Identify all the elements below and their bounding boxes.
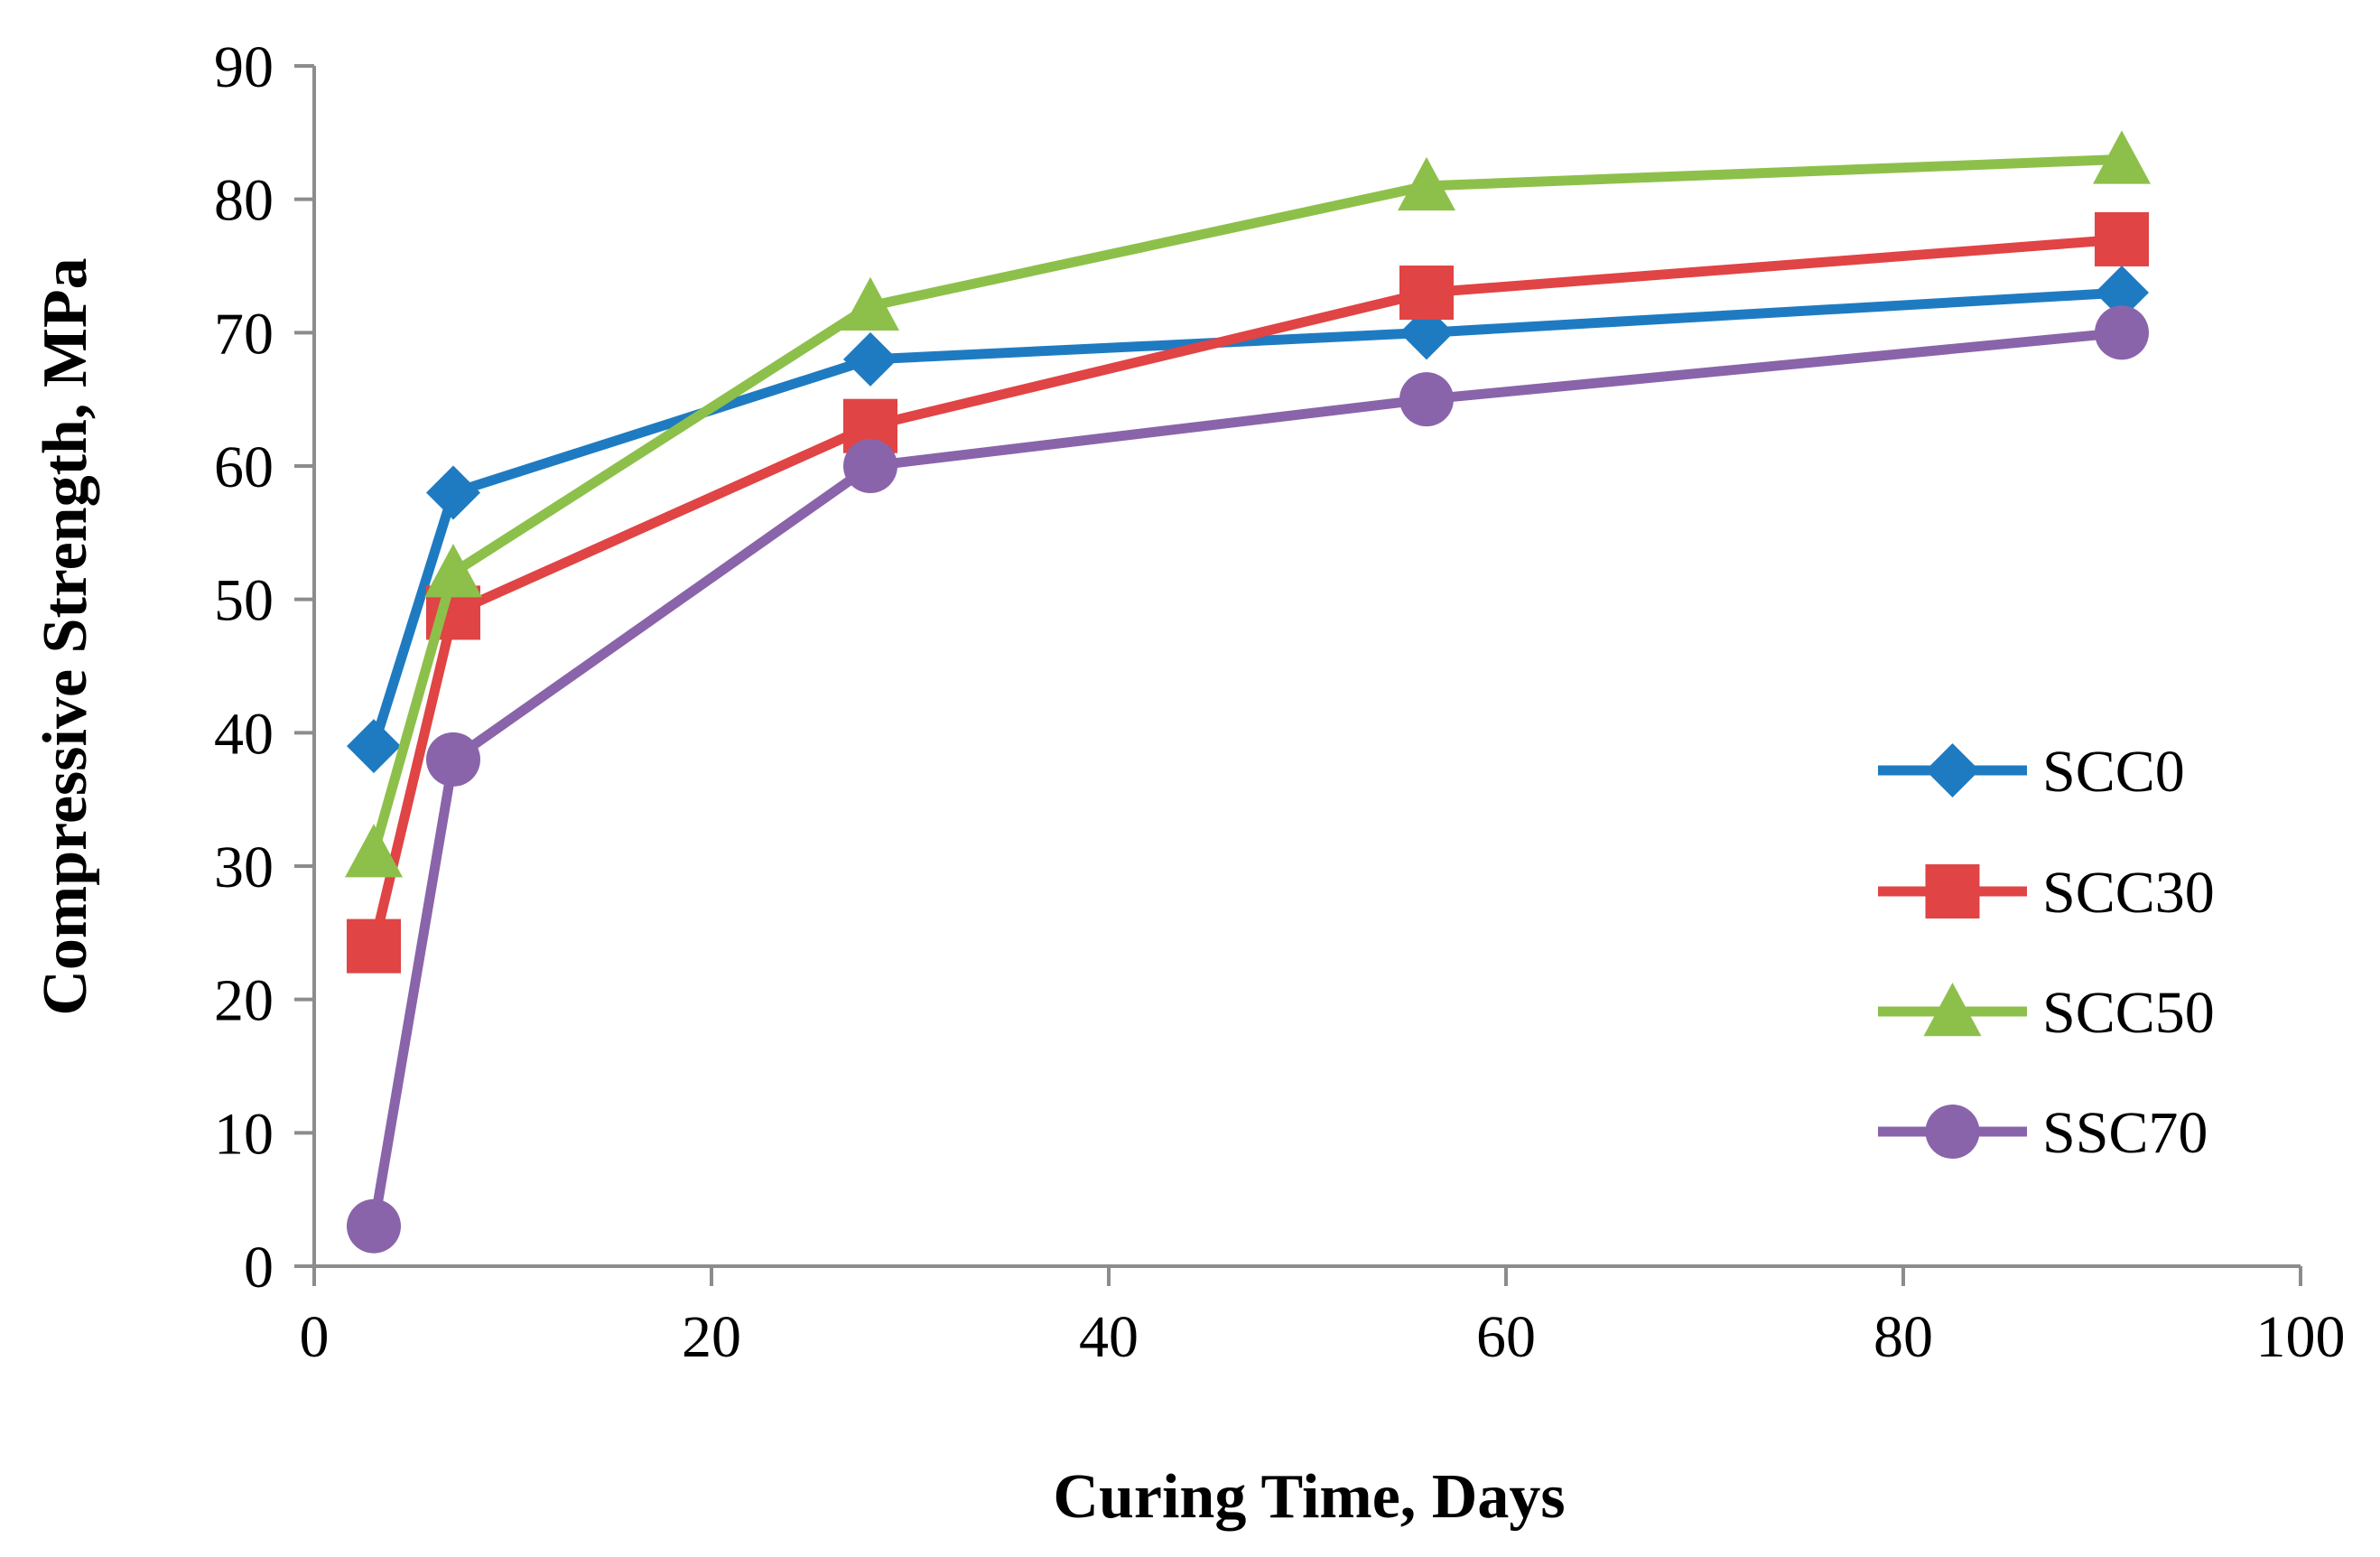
x-tick-label: 80 <box>1873 1304 1933 1370</box>
data-point <box>2095 266 2149 321</box>
series-scc0 <box>347 266 2149 774</box>
x-tick-label: 100 <box>2256 1304 2346 1370</box>
axes: 0 10 20 30 40 50 60 70 80 90 0 20 40 60 80 100 <box>214 34 2346 1370</box>
data-point <box>345 824 403 878</box>
data-point <box>2095 211 2149 266</box>
data-point <box>1399 372 1454 427</box>
data-point <box>843 331 897 387</box>
legend-label: SCC50 <box>2042 980 2215 1046</box>
legend-entry-ssc70: SSC70 <box>1878 1100 2208 1166</box>
legend-marker <box>1925 743 1980 797</box>
y-tick-label: 30 <box>214 834 274 900</box>
series-line <box>368 327 2127 1232</box>
x-tick-label: 0 <box>300 1304 330 1370</box>
data-point <box>2093 130 2151 184</box>
legend: SCC0 SCC30 SCC50 SSC70 <box>1878 739 2215 1166</box>
y-axis-title: Compressive Strength, MPa <box>31 257 100 1015</box>
x-tick-label: 60 <box>1476 1304 1536 1370</box>
legend-label: SSC70 <box>2042 1100 2208 1166</box>
y-tick-label: 50 <box>214 568 274 634</box>
data-point <box>841 276 899 331</box>
legend-marker <box>1925 1105 1980 1159</box>
x-tick-label: 20 <box>682 1304 741 1370</box>
y-tick-label: 20 <box>214 968 274 1034</box>
x-axis-title: Curing Time, Days <box>1053 1462 1565 1532</box>
legend-marker <box>1925 864 1980 918</box>
series-area <box>345 130 2151 1254</box>
data-point <box>426 465 480 520</box>
data-point <box>843 439 897 493</box>
data-point <box>347 1198 401 1254</box>
y-tick-label: 80 <box>214 168 274 234</box>
series-scc30 <box>347 211 2149 974</box>
legend-label: SCC0 <box>2042 739 2185 805</box>
x-tick-label: 40 <box>1079 1304 1139 1370</box>
series-ssc70 <box>347 305 2149 1254</box>
data-point <box>424 544 482 598</box>
data-point <box>347 719 401 774</box>
legend-entry-scc0: SCC0 <box>1878 739 2185 805</box>
y-tick-label: 40 <box>214 701 274 767</box>
y-tick-label: 0 <box>244 1235 274 1301</box>
data-point <box>347 918 401 974</box>
data-point <box>2095 305 2149 360</box>
series-scc50 <box>345 130 2151 878</box>
legend-entry-scc50: SCC50 <box>1878 980 2215 1046</box>
y-tick-label: 60 <box>214 434 274 500</box>
legend-marker <box>1923 983 1982 1037</box>
y-tick-label: 70 <box>214 301 274 367</box>
data-point <box>426 732 480 787</box>
y-tick-label: 90 <box>214 34 274 100</box>
y-tick-label: 10 <box>214 1101 274 1167</box>
data-point <box>1398 156 1455 211</box>
legend-label: SCC30 <box>2042 860 2215 926</box>
data-point <box>1399 266 1454 321</box>
legend-entry-scc30: SCC30 <box>1878 860 2215 926</box>
